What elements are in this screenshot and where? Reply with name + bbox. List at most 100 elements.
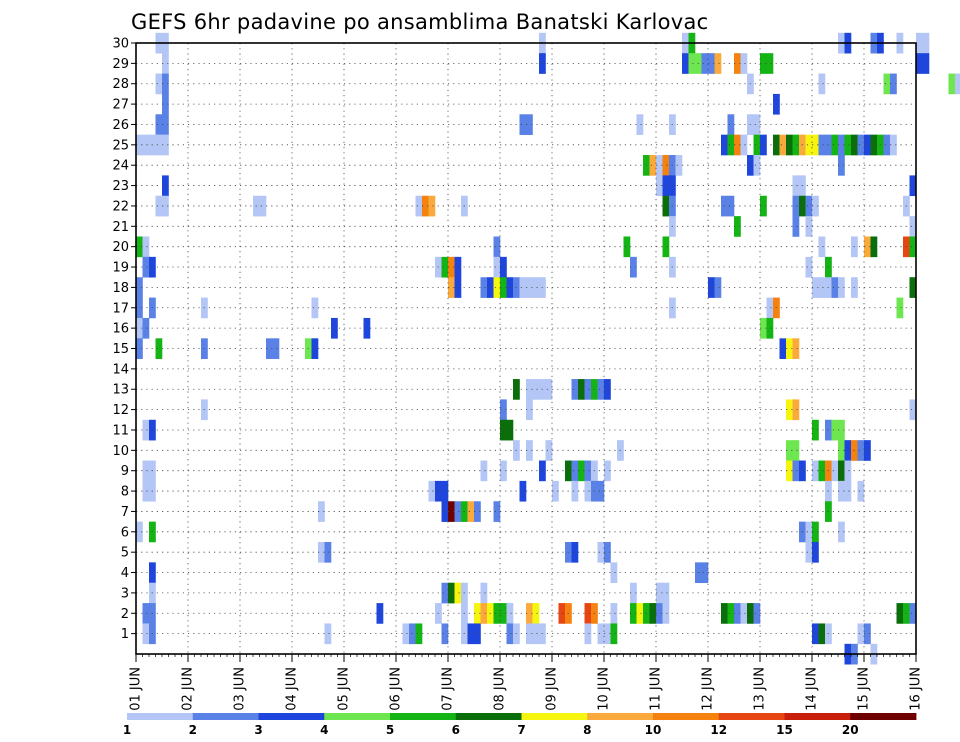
heatmap-cell — [584, 379, 592, 400]
heatmap-cell — [838, 419, 845, 441]
heatmap-cell — [656, 155, 663, 176]
heatmap-cell — [571, 480, 579, 502]
heatmap-cell — [831, 134, 839, 156]
x-tick-label: 07 JUN — [441, 667, 456, 711]
heatmap-cell — [909, 603, 917, 624]
heatmap-cell — [500, 460, 507, 482]
heatmap-cell — [506, 603, 514, 624]
heatmap-cell — [142, 317, 150, 339]
heatmap-cell — [604, 379, 611, 400]
heatmap-cell — [448, 582, 455, 604]
heatmap-cell — [792, 175, 800, 197]
colorbar-label: 3 — [254, 723, 262, 737]
heatmap-cell — [844, 134, 852, 156]
heatmap-cell — [734, 603, 741, 624]
x-tick-label: 09 JUN — [545, 667, 560, 711]
heatmap-cell — [792, 216, 800, 237]
heatmap-cell — [584, 460, 592, 482]
heatmap-cell — [740, 53, 748, 74]
heatmap-cell — [864, 236, 871, 258]
heatmap-cell — [526, 399, 533, 421]
heatmap-cell — [493, 501, 501, 522]
colorbar-label: 10 — [645, 723, 662, 737]
heatmap-cell — [500, 419, 507, 441]
heatmap-cell — [831, 419, 839, 441]
heatmap-cell — [870, 134, 878, 156]
heatmap-cell — [857, 134, 865, 156]
heatmap-cell — [864, 623, 871, 645]
heatmap-cell — [786, 134, 793, 156]
heatmap-cell — [259, 195, 267, 217]
heatmap-cell — [480, 277, 488, 298]
heatmap-cell — [708, 53, 715, 74]
colorbar-swatch — [258, 713, 325, 720]
heatmap-cell — [909, 216, 917, 237]
heatmap-cell — [441, 623, 449, 645]
heatmap-cell — [831, 460, 839, 482]
heatmap-cell — [818, 460, 826, 482]
heatmap-cell — [805, 541, 813, 563]
heatmap-cell — [818, 277, 826, 298]
x-tick-label: 03 JUN — [233, 667, 248, 711]
heatmap-cell — [500, 399, 507, 421]
heatmap-cell — [753, 155, 761, 176]
heatmap-cell — [519, 114, 527, 135]
colorbar-label: 20 — [842, 723, 859, 737]
heatmap-cell — [162, 134, 169, 156]
heatmap-cell — [838, 521, 845, 543]
x-tick-label: 05 JUN — [337, 667, 352, 711]
heatmap-cell — [136, 297, 143, 319]
heatmap-cell — [636, 114, 644, 135]
colorbar-label: 4 — [320, 723, 328, 737]
heatmap-cell — [812, 134, 819, 156]
heatmap-cell — [526, 623, 533, 645]
y-tick-label: 8 — [121, 485, 129, 500]
heatmap-cell — [864, 134, 871, 156]
heatmap-cell — [805, 521, 813, 543]
heatmap-cell — [727, 134, 735, 156]
heatmap-cell — [584, 480, 592, 502]
heatmap-cell — [142, 603, 150, 624]
heatmap-cell — [500, 256, 507, 278]
colorbar-swatch — [521, 713, 588, 720]
heatmap-cell — [662, 175, 670, 197]
heatmap-cell — [506, 419, 514, 441]
y-tick-label: 26 — [112, 118, 129, 133]
y-tick-label: 29 — [112, 57, 129, 72]
heatmap-cell — [136, 134, 143, 156]
heatmap-cell — [760, 134, 767, 156]
colorbar-swatch — [784, 713, 851, 720]
heatmap-cell — [318, 541, 325, 563]
heatmap-cell — [916, 32, 923, 54]
heatmap-cell — [311, 338, 319, 359]
y-tick-label: 30 — [112, 37, 129, 52]
heatmap-cell — [727, 195, 735, 217]
heatmap-cell — [740, 603, 748, 624]
y-tick-label: 3 — [121, 586, 129, 601]
colorbar-swatch — [324, 713, 391, 720]
heatmap-cell — [474, 501, 481, 522]
heatmap-cell — [604, 623, 611, 645]
heatmap-cell — [610, 623, 618, 645]
heatmap-cell — [701, 562, 709, 584]
heatmap-cell — [786, 460, 793, 482]
heatmap-cell — [701, 53, 709, 74]
heatmap-cell — [441, 256, 449, 278]
colorbar-label: 7 — [517, 723, 525, 737]
heatmap-cell — [922, 32, 930, 54]
heatmap-cell — [786, 440, 793, 461]
heatmap-cell — [519, 480, 527, 502]
heatmap-cell — [838, 440, 845, 461]
heatmap-cell — [753, 114, 761, 135]
heatmap-cell — [844, 440, 852, 461]
heatmap-cell — [578, 460, 585, 482]
heatmap-cell — [786, 338, 793, 359]
heatmap-cell — [552, 480, 559, 502]
heatmap-cell — [506, 277, 514, 298]
heatmap-cell — [753, 603, 761, 624]
y-tick-label: 28 — [112, 77, 129, 92]
heatmap-cell — [454, 256, 462, 278]
heatmap-cell — [422, 195, 429, 217]
heatmap-cell — [779, 134, 787, 156]
heatmap-cell — [448, 256, 455, 278]
